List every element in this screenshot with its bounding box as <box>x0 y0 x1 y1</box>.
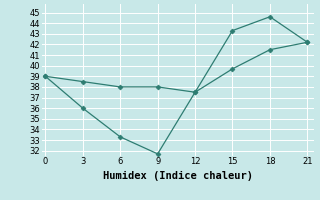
X-axis label: Humidex (Indice chaleur): Humidex (Indice chaleur) <box>103 171 252 181</box>
